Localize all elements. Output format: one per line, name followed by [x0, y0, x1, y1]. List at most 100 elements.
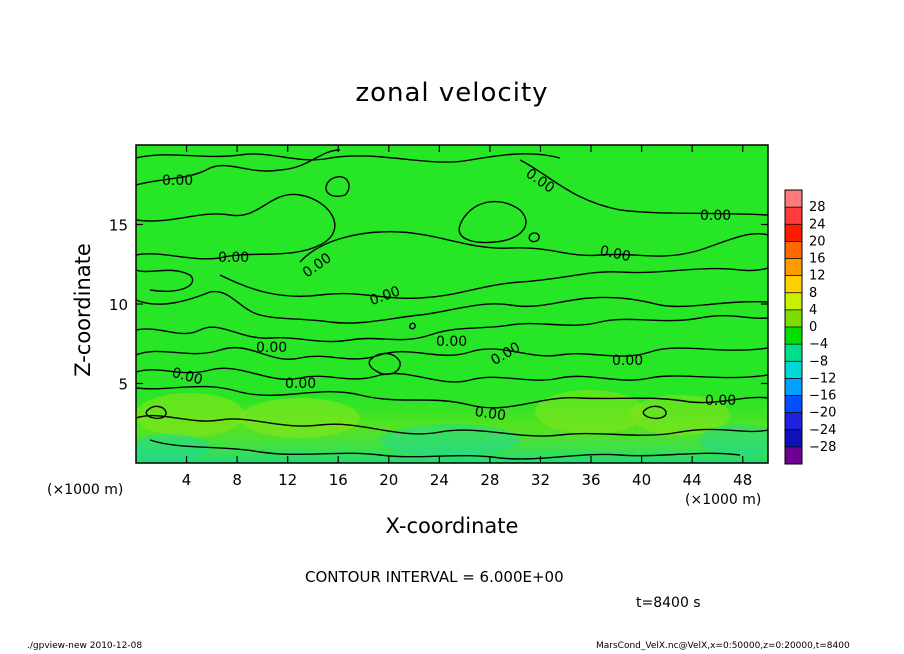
colorbar-segment: [785, 395, 802, 414]
x-tick-label: 16: [329, 471, 348, 489]
x-tick-label: 12: [278, 471, 297, 489]
colorbar-label: 28: [809, 200, 826, 215]
colorbar-label: 20: [809, 234, 826, 249]
y-tick-label: 15: [109, 217, 128, 235]
positive-blob: [240, 398, 360, 438]
colorbar-label: −20: [809, 406, 836, 421]
positive-blob: [535, 390, 645, 434]
footer-right: MarsCond_VelX.nc@VelX,x=0:50000,z=0:2000…: [596, 641, 850, 651]
contour-label: 0.00: [474, 404, 507, 424]
x-tick-label: 32: [531, 471, 550, 489]
colorbar-segment: [785, 327, 802, 345]
colorbar-label: 0: [809, 320, 817, 335]
colorbar-label: −4: [809, 337, 828, 352]
colorbar-segment: [785, 207, 802, 225]
contour-line: [136, 414, 768, 437]
x-tick-label: 24: [430, 471, 449, 489]
y-tick-label: 10: [109, 296, 128, 314]
contour-line: [136, 367, 768, 383]
contour-line: [299, 231, 768, 263]
colorbar-segment: [785, 309, 802, 328]
contour-label: 0.00: [700, 208, 731, 224]
colorbar-label: 4: [809, 303, 817, 318]
contour-line: [136, 346, 768, 360]
colorbar-segment: [785, 412, 802, 431]
contour-line: [325, 176, 350, 197]
negative-blob: [380, 424, 520, 456]
contour-line: [409, 322, 416, 330]
colorbar-segment: [785, 446, 802, 465]
contour-label: 0.00: [598, 243, 632, 265]
contour-line: [136, 290, 768, 324]
contour-label: 0.00: [218, 250, 249, 266]
contour-line: [136, 269, 194, 292]
footer-left: ./gpview-new 2010-12-08: [27, 641, 143, 651]
x-tick-label: 40: [632, 471, 651, 489]
negative-blob: [136, 434, 210, 462]
contour-label: 0.00: [705, 393, 736, 409]
x-tick-label: 44: [683, 471, 702, 489]
colorbar: 28 24 20 16 12 8 4 0 −4 −8 −12 −16 −20 −24 −28: [784, 189, 836, 465]
negative-blob: [700, 424, 768, 456]
x-tick-label: 4: [182, 471, 192, 489]
y-axis: 5 10 15: [109, 217, 768, 394]
colorbar-label: 12: [809, 269, 826, 284]
positive-blob: [630, 395, 730, 435]
contour-line: [642, 405, 667, 420]
contour-line: [528, 232, 540, 243]
colorbar-label: −24: [809, 423, 836, 438]
x-tick-label: 8: [232, 471, 242, 489]
colorbar-label: 16: [809, 252, 826, 267]
x-unit-label-left: (×1000 m): [47, 482, 124, 498]
contour-line: [136, 315, 768, 343]
contour-line: [136, 193, 336, 260]
x-tick-label: 36: [581, 471, 600, 489]
contour-lines: [136, 149, 768, 460]
contour-line: [368, 352, 401, 376]
time-text: t=8400 s: [636, 595, 701, 611]
contour-interval-text: CONTOUR INTERVAL = 6.000E+00: [305, 568, 564, 586]
contour-line: [136, 149, 341, 186]
colorbar-label: −16: [809, 389, 836, 404]
colorbar-label: −28: [809, 440, 836, 455]
contour-line: [519, 159, 768, 216]
contour-line: [136, 153, 561, 163]
y-axis-label: Z-coordinate: [71, 243, 95, 377]
x-tick-label: 48: [733, 471, 752, 489]
contour-label: 0.00: [162, 173, 193, 189]
colorbar-segment: [785, 292, 802, 311]
chart-title: zonal velocity: [355, 78, 549, 108]
plot-area: 0.00 0.00 0.00 0.00 0.00 0.00 0.00 0.00 …: [135, 144, 769, 464]
x-axis-label: X-coordinate: [385, 514, 519, 538]
x-axis: 4 8 12 16 20 24 28 32 36 40 44 48: [182, 145, 752, 489]
colorbar-label: −8: [809, 354, 828, 369]
y-tick-label: 5: [118, 376, 128, 394]
colorbar-label: 24: [809, 217, 826, 232]
contour-label: 0.00: [170, 365, 204, 389]
colorbar-segment: [785, 361, 802, 379]
colorbar-segment: [785, 190, 802, 208]
x-tick-label: 28: [480, 471, 499, 489]
x-unit-label-right: (×1000 m): [685, 492, 762, 508]
colorbar-segment: [785, 241, 802, 259]
colorbar-segment: [785, 258, 802, 277]
colorbar-segment: [785, 344, 802, 362]
contour-line: [145, 405, 167, 420]
contour-label: 0.00: [285, 376, 316, 392]
contour-label: 0.00: [256, 340, 287, 356]
colorbar-segment: [785, 378, 802, 396]
colorbar-label: 8: [809, 286, 817, 301]
colorbar-label: −12: [809, 371, 836, 386]
positive-blob: [136, 393, 245, 437]
colorbar-segment: [785, 275, 802, 294]
x-tick-label: 20: [379, 471, 398, 489]
contour-label: 0.00: [612, 353, 643, 369]
colorbar-segment: [785, 429, 802, 448]
contour-line: [136, 385, 768, 409]
contour-line: [458, 200, 527, 244]
contour-line: [149, 439, 741, 460]
contour-label: 0.00: [436, 334, 467, 350]
colorbar-segment: [785, 224, 802, 242]
contour-line: [219, 267, 768, 299]
